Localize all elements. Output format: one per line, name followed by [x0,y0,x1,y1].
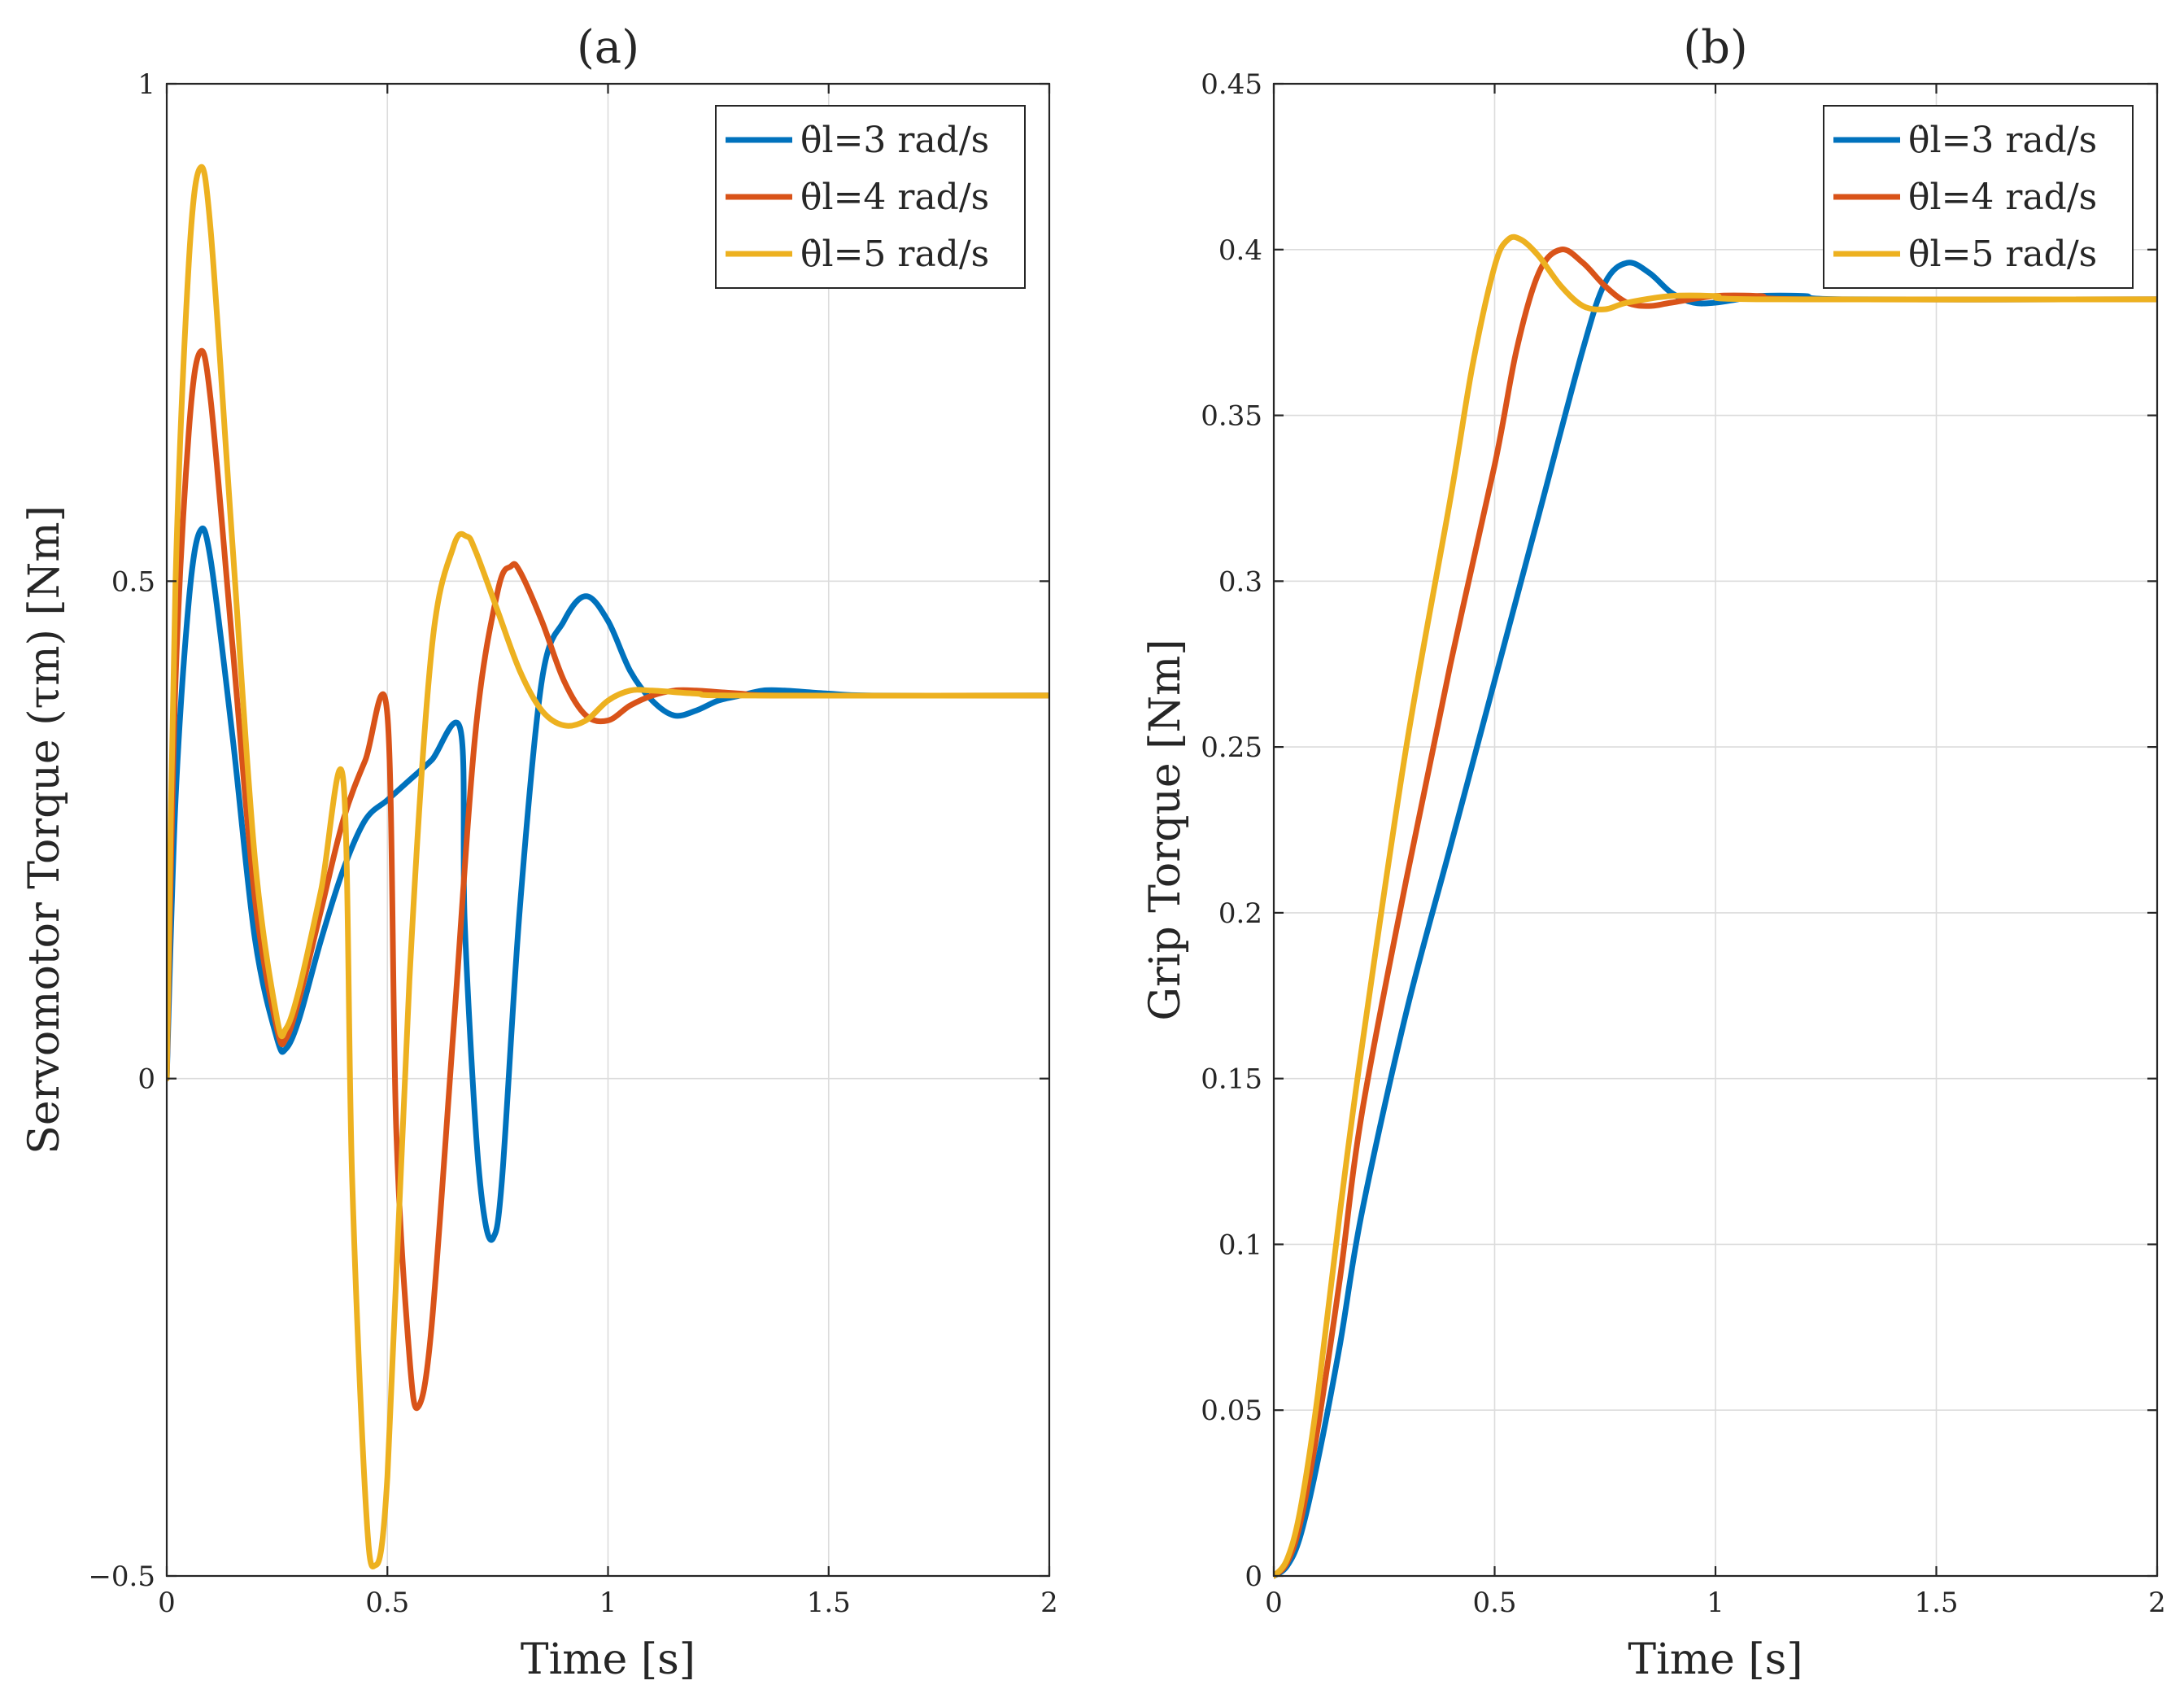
legend-entry: θ̇l=5 rad/s [800,234,989,275]
y-tick-label: 0.2 [1218,897,1262,930]
x-tick-label: 2 [2148,1587,2166,1619]
x-tick-label: 2 [1040,1587,1058,1619]
y-tick-label: 1 [137,68,155,101]
x-axis-label: Time [s] [1628,1635,1803,1684]
y-tick-label: 0.35 [1201,400,1262,433]
chart-title: (a) [577,21,639,74]
legend-entry: θ̇l=3 rad/s [800,120,989,161]
x-tick-label: 0 [158,1587,176,1619]
legend: θ̇l=3 rad/s θ̇l=4 rad/s θ̇l=5 rad/s [715,105,1026,289]
series-line-5-rad-s [167,164,1049,1570]
chart-b: 0 0.5 1 1.5 2 0 0.05 0.1 0.15 0.2 0.25 0.3 0.35 0.4 0.… [1141,21,2166,1684]
x-tick-label: 0 [1265,1587,1283,1619]
x-tick-label: 1 [599,1587,617,1619]
chart-title: (b) [1683,21,1748,74]
legend-entry: θ̇l=4 rad/s [1908,177,2097,218]
y-tick-label: 0 [137,1063,155,1096]
x-tick-label: 0.5 [1472,1587,1516,1619]
y-tick-label: 0 [1245,1561,1262,1593]
y-tick-label: −0.5 [88,1561,155,1593]
series-line-5-rad-s [1274,234,2157,1579]
y-tick-label: 0.4 [1218,234,1262,267]
x-tick-label: 1 [1707,1587,1724,1619]
y-tick-label: 0.05 [1201,1395,1262,1427]
series-line-4-rad-s [167,347,1049,1412]
legend-entry: θ̇l=5 rad/s [1908,234,2097,275]
y-axis-label: Servomotor Torque (τm) [Nm] [20,505,69,1155]
y-tick-label: 0.5 [111,565,155,598]
chart-a: 0 0.5 1 1.5 2−0.500.51(a)Time [s]Servomotor … [20,21,1058,1684]
x-axis-label: Time [s] [521,1635,695,1684]
y-tick-label: 0.3 [1218,565,1262,598]
y-axis-label: Grip Torque [Nm] [1141,639,1190,1020]
y-tick-label: 0.25 [1201,731,1262,764]
x-tick-label: 0.5 [365,1587,409,1619]
y-tick-label: 0.45 [1201,68,1262,101]
y-tick-label: 0.15 [1201,1063,1262,1096]
legend-entry: θ̇l=3 rad/s [1908,120,2097,161]
legend-entry: θ̇l=4 rad/s [800,177,989,218]
series-line-3-rad-s [167,525,1049,1243]
y-tick-label: 0.1 [1218,1229,1262,1261]
x-tick-label: 1.5 [807,1587,851,1619]
series-line-4-rad-s [1274,247,2157,1579]
x-tick-label: 1.5 [1914,1587,1958,1619]
legend: θ̇l=3 rad/s θ̇l=4 rad/s θ̇l=5 rad/s [1823,105,2134,289]
